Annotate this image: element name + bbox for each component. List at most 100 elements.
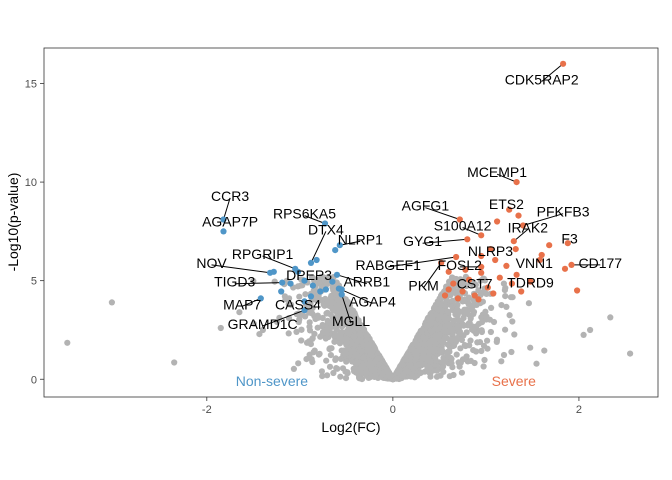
background-point: [352, 342, 359, 349]
background-point: [327, 324, 334, 331]
label-connector: [211, 264, 271, 274]
background-point: [328, 319, 335, 326]
background-point: [424, 366, 431, 373]
background-point: [64, 339, 71, 346]
non_severe-point: [257, 295, 264, 302]
background-point: [449, 297, 456, 304]
background-point: [309, 358, 316, 366]
background-point: [306, 327, 314, 334]
background-point: [414, 334, 421, 341]
background-point: [318, 368, 325, 375]
background-point: [460, 322, 467, 329]
background-point: [319, 373, 326, 380]
gene-label: CDK5RAP2: [505, 72, 579, 88]
background-point: [420, 334, 427, 341]
non_severe-point: [321, 220, 329, 227]
background-point: [396, 366, 403, 373]
gene-label: TIGD3: [214, 274, 255, 290]
background-point: [271, 278, 278, 285]
severe-point: [560, 60, 567, 67]
background-point: [498, 302, 505, 309]
background-point: [431, 336, 438, 343]
label-connector: [338, 288, 373, 304]
background-point: [319, 314, 326, 322]
gene-label: RABGEF1: [356, 257, 422, 273]
non_severe-point: [338, 286, 345, 293]
background-point: [236, 309, 243, 316]
background-point: [343, 358, 350, 365]
background-point: [329, 314, 336, 321]
background-point: [217, 324, 224, 332]
background-points: [250, 273, 614, 383]
y-axis: 0 5 10 15: [25, 78, 44, 386]
background-point: [171, 359, 178, 366]
background-point: [461, 296, 468, 303]
background-point: [357, 369, 365, 376]
gene-label: TDRD9: [507, 275, 554, 291]
background-point: [326, 363, 334, 370]
background-point: [508, 348, 515, 356]
background-point: [433, 361, 440, 368]
background-point: [477, 277, 484, 284]
background-point: [312, 277, 319, 284]
background-point: [486, 316, 493, 323]
gene-label: AGAP7P: [202, 214, 258, 230]
background-point: [363, 371, 370, 378]
background-point: [478, 347, 485, 355]
background-point: [470, 310, 477, 317]
severe-point: [518, 288, 525, 295]
background-point: [303, 356, 310, 363]
gene-label: DTX4: [308, 221, 344, 237]
non_severe-point: [336, 242, 343, 249]
severe-point: [492, 256, 499, 264]
background-point: [447, 354, 454, 362]
background-point: [339, 365, 347, 372]
background-point: [327, 294, 334, 301]
label-connector: [336, 274, 367, 285]
background-point: [478, 328, 485, 336]
label-connector: [304, 215, 326, 224]
severe-point: [510, 238, 517, 245]
background-point: [469, 281, 476, 288]
gene-label: MGLL: [332, 313, 370, 329]
label-connector: [310, 231, 327, 264]
non_severe-point: [333, 271, 341, 278]
label-connector: [339, 240, 361, 246]
gene-label: GRAMD1C: [228, 316, 298, 332]
non_severe-point: [332, 247, 339, 254]
severe-point: [464, 236, 471, 243]
background-point: [469, 303, 476, 310]
background-point: [346, 330, 353, 337]
background-point: [481, 356, 488, 364]
background-point: [323, 357, 330, 364]
background-point: [296, 293, 303, 300]
background-point: [285, 330, 292, 337]
background-point: [407, 363, 414, 370]
severe-point: [515, 212, 522, 219]
non_severe-point: [307, 259, 315, 266]
non_severe-point: [338, 291, 345, 298]
background-point: [525, 300, 533, 307]
y-axis-title: -Log10(p-value): [5, 173, 21, 272]
severe-point: [462, 266, 469, 273]
severe-point: [513, 271, 520, 278]
background-point: [502, 293, 509, 300]
background-point: [423, 322, 430, 329]
background-point: [368, 352, 375, 359]
background-point: [295, 360, 302, 367]
background-point: [366, 361, 373, 369]
severe-point: [466, 276, 473, 283]
gene-label: VNN1: [516, 255, 554, 271]
background-point: [360, 354, 367, 361]
non_severe-point: [287, 280, 294, 287]
background-point: [429, 314, 436, 321]
background-point: [493, 338, 500, 345]
gene-label: S100A12: [434, 218, 492, 234]
background-point: [372, 372, 379, 379]
background-point: [444, 315, 451, 322]
background-point: [533, 360, 540, 367]
gene-label: RPS6KA5: [273, 206, 336, 222]
gene-label: NOV: [196, 255, 227, 271]
background-point: [413, 351, 420, 358]
